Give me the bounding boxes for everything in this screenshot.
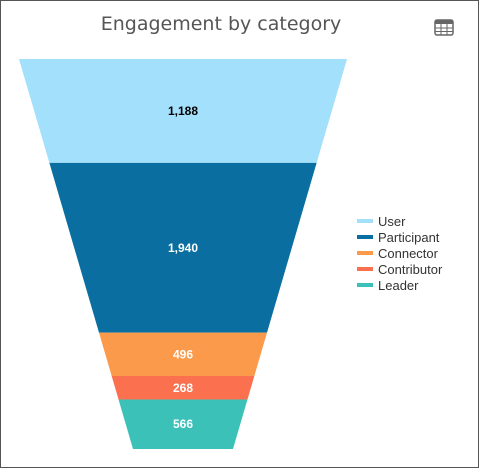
legend-swatch (357, 219, 373, 223)
legend-swatch (357, 235, 373, 239)
legend-item-contributor[interactable]: Contributor (357, 261, 442, 277)
funnel-segment-contributor[interactable] (111, 376, 255, 400)
legend-label: Leader (378, 277, 419, 293)
legend-label: User (378, 213, 406, 229)
legend-item-participant[interactable]: Participant (357, 229, 442, 245)
legend-swatch (357, 283, 373, 287)
legend-swatch (357, 267, 373, 271)
legend-item-user[interactable]: User (357, 213, 442, 229)
legend-item-leader[interactable]: Leader (357, 277, 442, 293)
legend-swatch (357, 251, 373, 255)
data-label-user: 1,188 (168, 104, 198, 118)
table-view-button[interactable] (434, 19, 454, 37)
funnel-segment-user[interactable] (19, 59, 347, 163)
chart-title: Engagement by category (100, 13, 342, 35)
legend-item-connector[interactable]: Connector (357, 245, 442, 261)
funnel-segment-leader[interactable] (118, 399, 248, 449)
data-label-contributor: 268 (173, 381, 193, 395)
legend-label: Contributor (378, 261, 443, 277)
legend-label: Participant (378, 229, 440, 245)
data-label-participant: 1,940 (168, 241, 198, 255)
funnel-segment-participant[interactable] (49, 162, 317, 333)
funnel-segment-connector[interactable] (98, 332, 268, 377)
legend-label: Connector (378, 245, 438, 261)
data-label-connector: 496 (173, 347, 193, 361)
data-label-leader: 566 (173, 417, 193, 431)
legend: User Participant Connector Contributor Leade… (357, 213, 442, 293)
table-icon (434, 19, 454, 36)
